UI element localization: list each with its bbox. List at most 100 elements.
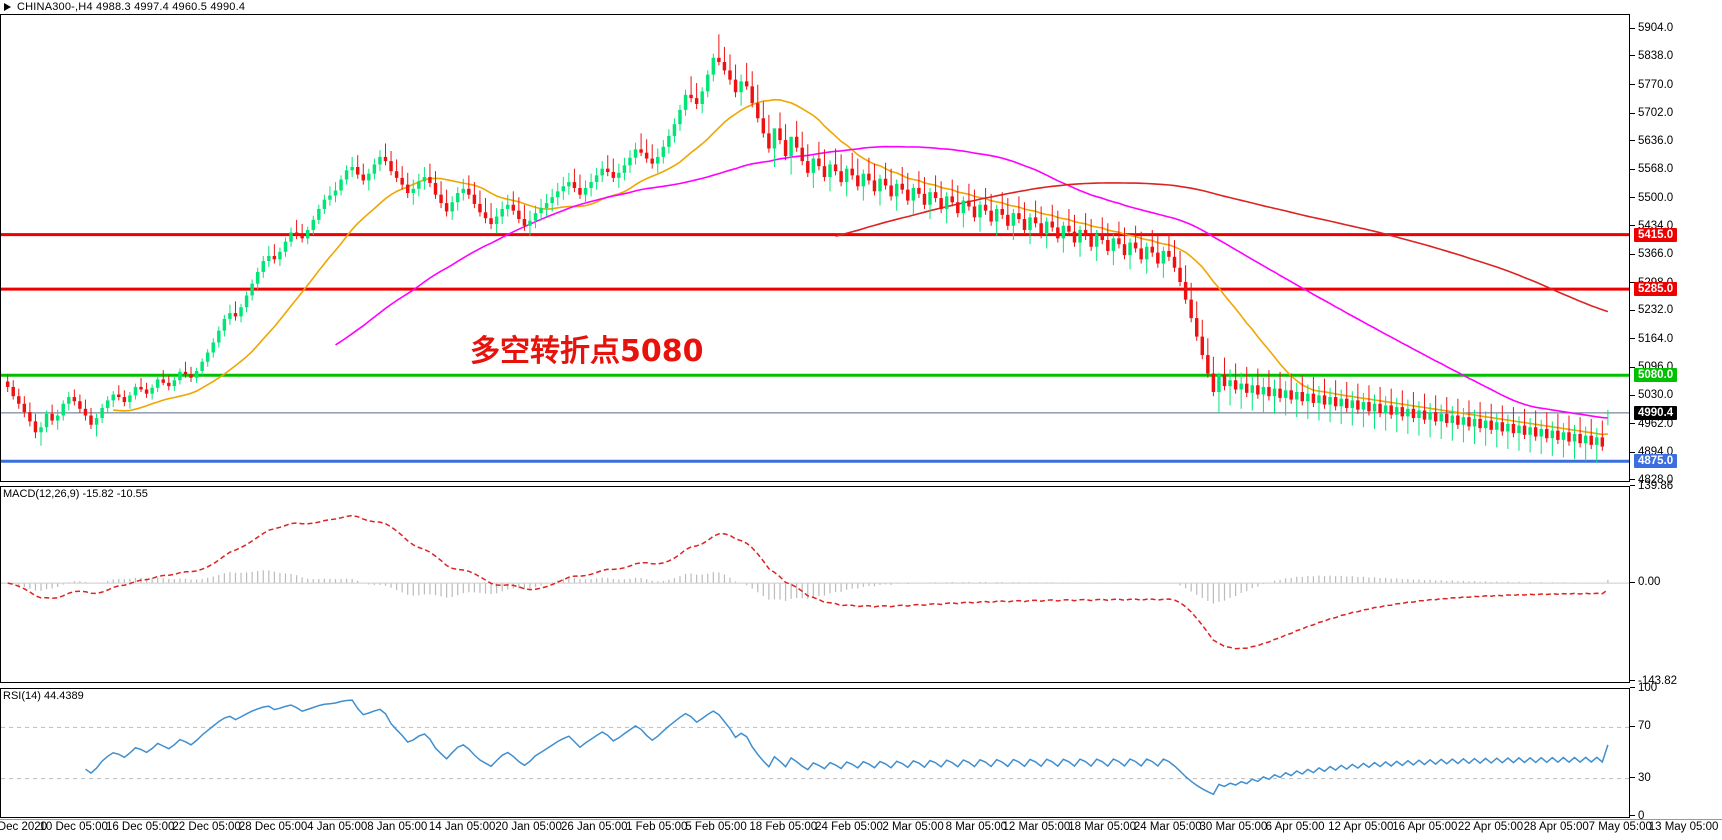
candle-body: [144, 389, 149, 394]
candle-body: [733, 79, 738, 93]
candle-body: [400, 177, 404, 185]
candle-body: [378, 156, 382, 165]
candle-body: [1406, 408, 1410, 417]
candle-body: [1106, 240, 1110, 251]
candle-body: [422, 177, 427, 182]
pivot-tag-5080[interactable]: 5080.0: [1634, 368, 1678, 383]
candle-body: [1556, 430, 1560, 440]
candle-body: [1367, 402, 1371, 412]
candle-body: [661, 146, 666, 157]
candle-body: [1261, 386, 1266, 395]
candle-body: [617, 172, 621, 178]
candle-body: [500, 208, 504, 217]
candle-body: [1417, 410, 1421, 419]
candle-body: [1550, 430, 1555, 439]
candle-body: [1489, 420, 1493, 430]
candle-body: [300, 234, 304, 239]
chart-header: CHINA300-,H4 4988.3 4997.4 4960.5 4990.4: [0, 0, 1722, 14]
symbol-and-ohlc-label: CHINA300-,H4 4988.3 4997.4 4960.5 4990.4: [17, 1, 246, 13]
triangle-right-icon[interactable]: [4, 3, 11, 11]
candle-body: [933, 192, 938, 199]
candle-body: [305, 229, 310, 239]
candle-body: [1545, 428, 1549, 439]
time-label-21: 12 Apr 05:00: [1328, 821, 1394, 833]
candle-body: [361, 174, 365, 181]
candle-body: [911, 187, 916, 201]
candle-body: [944, 196, 949, 209]
candle-body: [1211, 373, 1216, 392]
candle-body: [1333, 397, 1338, 407]
ma-fast-line: [113, 98, 1608, 436]
candle-body: [511, 204, 516, 211]
candle-body: [189, 374, 193, 378]
time-axis[interactable]: Dec 2020 10 Dec 05:00 16 Dec 05:00 22 Dec 0…: [0, 819, 1722, 840]
candle-body: [1178, 267, 1182, 283]
candle-body: [728, 70, 732, 80]
candle-body: [128, 395, 132, 403]
support-tag-4875[interactable]: 4875.0: [1634, 454, 1678, 469]
macd-label: MACD(12,26,9) -15.82 -10.55: [3, 488, 151, 500]
candle-body: [183, 371, 188, 375]
time-label-22: 16 Apr 05:00: [1392, 821, 1458, 833]
candle-body: [1472, 418, 1477, 427]
ma-mid-line: [335, 145, 1608, 419]
price-axis[interactable]: 5904.0 5838.0 5770.0 5702.0 5636.0 5568.0 5500…: [1630, 0, 1722, 822]
resistance-tag-5415[interactable]: 5415.0: [1634, 227, 1678, 242]
candle-body: [100, 407, 104, 419]
candle-body: [1439, 413, 1443, 422]
candle-body: [822, 166, 827, 178]
candle-body: [72, 397, 77, 402]
candle-body: [61, 403, 65, 416]
candle-body: [867, 173, 871, 181]
candle-body: [1278, 388, 1282, 398]
candle-body: [772, 128, 777, 149]
candle-body: [956, 202, 960, 214]
candle-body: [622, 165, 627, 173]
candle-body: [683, 94, 688, 110]
candle-body: [961, 200, 966, 214]
candle-body: [467, 188, 471, 195]
last-price-tag-4990[interactable]: 4990.4: [1634, 405, 1678, 420]
candle-body: [1083, 229, 1088, 236]
candle-body: [494, 216, 499, 225]
candle-body: [78, 401, 82, 409]
candle-body: [1400, 407, 1405, 417]
price-tick-4828.0: 4828.0: [1630, 474, 1673, 486]
candle-body: [94, 418, 99, 425]
macd-panel[interactable]: MACD(12,26,9) -15.82 -10.55: [0, 486, 1630, 683]
price-tick-5232.0: 5232.0: [1630, 304, 1673, 316]
candle-body: [872, 180, 877, 192]
candle-body: [289, 232, 293, 242]
candle-body: [1317, 395, 1321, 403]
candle-body: [194, 371, 199, 378]
candle-body: [1506, 423, 1510, 432]
candle-body: [928, 192, 932, 205]
candle-body: [1050, 221, 1054, 228]
candle-body: [200, 361, 204, 372]
candle-body: [794, 136, 799, 148]
price-panel[interactable]: [0, 14, 1630, 482]
candle-body: [1572, 433, 1577, 442]
price-tick-5030.0: 5030.0: [1630, 389, 1673, 401]
candle-body: [1300, 391, 1305, 402]
candle-body: [1089, 235, 1093, 247]
candle-body: [1245, 383, 1249, 393]
candle-body: [561, 186, 566, 192]
price-tick-5702.0: 5702.0: [1630, 107, 1673, 119]
candle-body: [1067, 225, 1071, 232]
candle-body: [800, 147, 804, 162]
resistance-tag-5285[interactable]: 5285.0: [1634, 282, 1678, 297]
candle-body: [1150, 246, 1154, 253]
time-label-17: 18 Mar 05:00: [1068, 821, 1136, 833]
candle-body: [122, 397, 127, 403]
candle-body: [989, 210, 993, 222]
candle-body: [439, 194, 443, 204]
candle-body: [806, 161, 810, 173]
candle-body: [283, 241, 288, 252]
rsi-panel[interactable]: RSI(14) 44.4389: [0, 688, 1630, 818]
price-tick-5568.0: 5568.0: [1630, 163, 1673, 175]
candle-body: [172, 380, 177, 387]
candle-body: [1389, 405, 1393, 415]
candle-body: [1167, 250, 1171, 257]
candle-body: [1467, 417, 1471, 427]
